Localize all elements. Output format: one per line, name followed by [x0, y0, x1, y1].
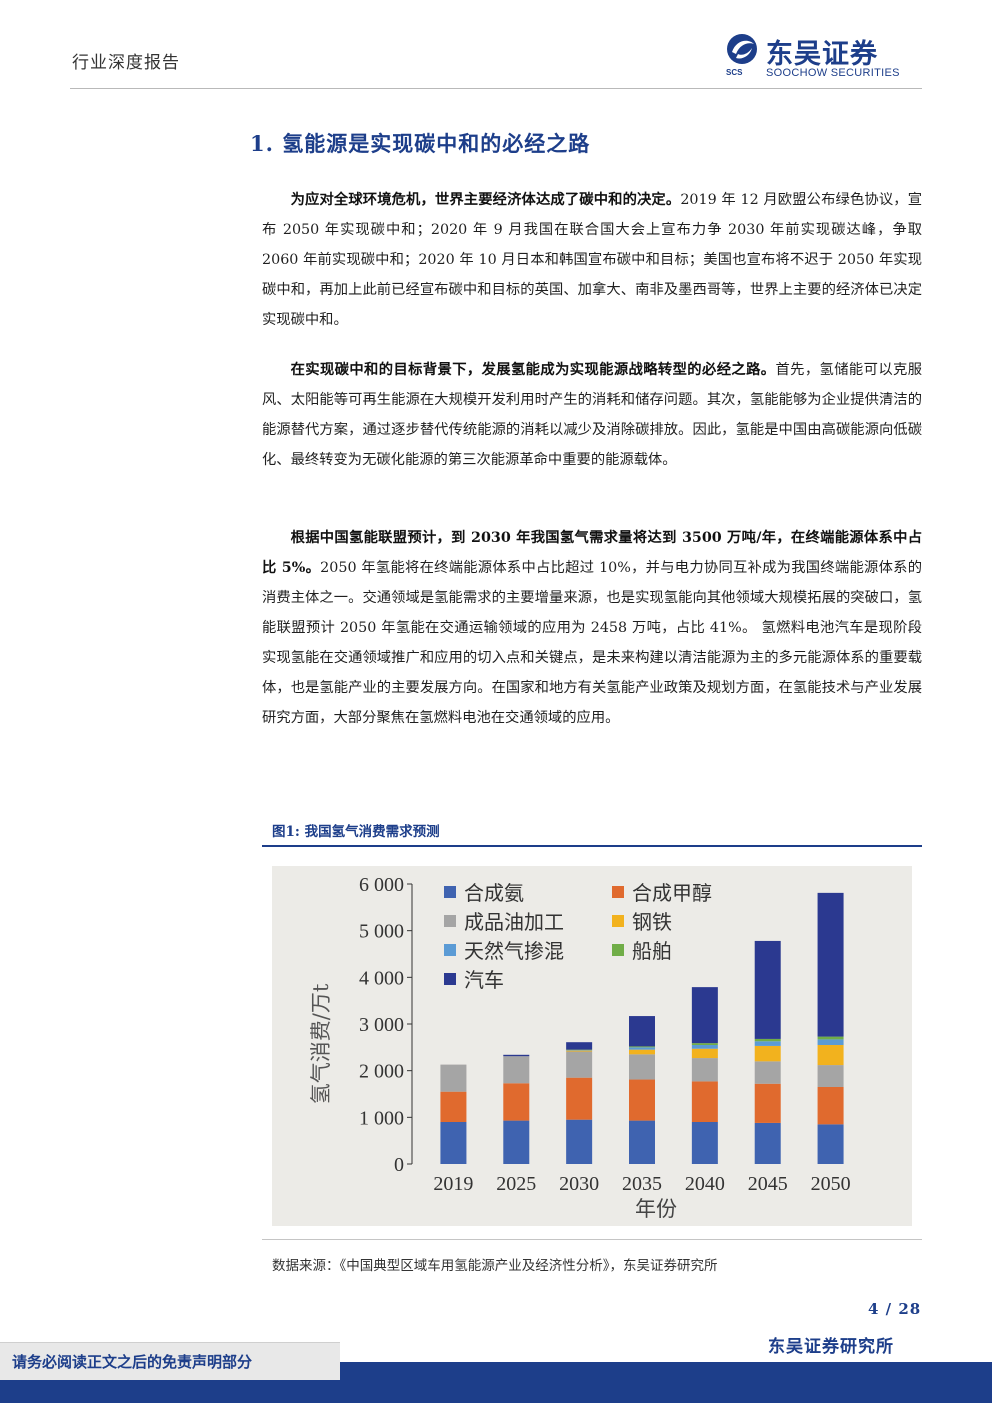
paragraph-lead: 根据中国氢能联盟预计，到 2030 年我国氢气需求量将达到 3500 万吨/年，… — [262, 530, 922, 576]
bar-segment — [503, 1083, 530, 1121]
bar-segment — [754, 1038, 781, 1042]
bar-segment — [566, 1050, 593, 1052]
x-tick-label: 2035 — [622, 1173, 662, 1195]
bar-segment — [629, 1120, 655, 1164]
legend-swatch — [444, 915, 456, 927]
bar-segment — [691, 987, 718, 1044]
stacked-bar-chart: 0 1 000 2 000 3 000 4 000 5 000 6 000 氢气消费/万t 20… — [309, 874, 851, 1221]
bar-segment — [440, 1122, 467, 1164]
hydrogen-demand-chart: 0 1 000 2 000 3 000 4 000 5 000 6 000 氢气消费/万t 20… — [272, 866, 912, 1226]
legend-label: 合成氨 — [464, 881, 524, 905]
page-number: 4 / 28 — [868, 1300, 922, 1318]
legend-swatch — [612, 944, 624, 956]
bar-segment — [503, 1054, 530, 1057]
company-logo: SCS 东吴证券 SOOCHOW SECURITIES — [722, 32, 922, 82]
bar-segment — [691, 1058, 718, 1082]
bar-segment — [440, 1064, 467, 1092]
logo-chinese-name: 东吴证券 — [766, 39, 878, 70]
bar-segment — [629, 1049, 655, 1055]
legend-swatch — [444, 973, 456, 985]
logo-english-name: SOOCHOW SECURITIES — [766, 67, 900, 79]
figure-source: 数据来源：《中国典型区域车用氢能源产业及经济性分析》，东吴证券研究所 — [272, 1258, 718, 1274]
legend-label: 成品油加工 — [464, 910, 564, 934]
bar-segment — [566, 1119, 593, 1164]
legend-label: 船舶 — [632, 939, 672, 963]
bar-segment — [566, 1077, 593, 1120]
bar-segment — [754, 1061, 781, 1084]
legend-swatch — [612, 886, 624, 898]
bar-segment — [754, 940, 781, 1039]
bar-segment — [817, 1065, 844, 1087]
y-tick-label: 2 000 — [359, 1061, 404, 1083]
bar-segment — [629, 1079, 655, 1121]
y-tick-label: 6 000 — [359, 874, 404, 896]
paragraph-lead: 在实现碳中和的目标背景下，发展氢能成为实现能源战略转型的必经之路。 — [290, 362, 776, 378]
legend-label: 钢铁 — [632, 910, 672, 934]
logo-abbreviation: SCS — [726, 68, 743, 77]
figure-title: 图1: 我国氢气消费需求预测 — [272, 824, 440, 840]
bar-segment — [629, 1016, 655, 1047]
legend-label: 合成甲醇 — [632, 881, 712, 905]
legend-swatch — [612, 915, 624, 927]
legend-label: 汽车 — [464, 968, 504, 992]
bar-segment — [817, 1036, 844, 1040]
bar-segment — [754, 1045, 781, 1062]
bar-segment — [817, 1045, 844, 1066]
x-tick-label: 2050 — [811, 1173, 851, 1195]
figure-title-rule — [262, 845, 922, 847]
legend-swatch — [444, 944, 456, 956]
y-tick-label: 1 000 — [359, 1107, 404, 1129]
logo-mark-icon — [727, 34, 757, 64]
y-tick-label: 4 000 — [359, 967, 404, 989]
legend-swatch — [444, 886, 456, 898]
bar-segment — [629, 1054, 655, 1080]
institute-name: 东吴证券研究所 — [768, 1337, 894, 1357]
x-tick-label: 2045 — [748, 1173, 788, 1195]
header-divider — [70, 88, 922, 89]
bar-segment — [754, 1041, 781, 1046]
bar-segment — [754, 1122, 781, 1164]
bar-segment — [440, 1091, 467, 1122]
figure-bottom-rule — [262, 1239, 922, 1240]
bar-segment — [691, 1043, 718, 1045]
paragraph-body: 2019 年 12 月欧盟公布绿色协议，宣布 2050 年实现碳中和；2020 … — [262, 192, 922, 328]
report-type-label: 行业深度报告 — [72, 53, 180, 73]
bar-segment — [817, 1039, 844, 1045]
y-axis-title: 氢气消费/万t — [309, 983, 333, 1104]
bar-segment — [691, 1122, 718, 1164]
paragraph-carbon-neutral-commitments: 为应对全球环境危机，世界主要经济体达成了碳中和的决定。2019 年 12 月欧盟… — [262, 185, 922, 335]
x-tick-label: 2040 — [685, 1173, 725, 1195]
paragraph-hydrogen-demand-forecast: 根据中国氢能联盟预计，到 2030 年我国氢气需求量将达到 3500 万吨/年，… — [262, 523, 922, 733]
disclaimer-tab: 请务必阅读正文之后的免责声明部分 — [0, 1342, 340, 1380]
bar-segment — [503, 1056, 530, 1084]
bar-segment — [566, 1051, 593, 1078]
paragraph-lead: 为应对全球环境危机，世界主要经济体达成了碳中和的决定。 — [290, 192, 681, 208]
y-tick-label: 0 — [394, 1154, 404, 1176]
bar-segment — [503, 1120, 530, 1164]
x-tick-label: 2025 — [496, 1173, 536, 1195]
bar-segment — [566, 1042, 593, 1050]
disclaimer-text: 请务必阅读正文之后的免责声明部分 — [12, 1353, 253, 1371]
bar-segment — [691, 1081, 718, 1122]
section-title: 1. 氢能源是实现碳中和的必经之路 — [250, 131, 591, 156]
legend-label: 天然气掺混 — [464, 939, 564, 963]
bar-segment — [817, 1087, 844, 1125]
bar-segment — [691, 1045, 718, 1049]
paragraph-body: 2050 年氢能将在终端能源体系中占比超过 10%，并与电力协同互补成为我国终端… — [262, 560, 923, 726]
bar-segment — [629, 1046, 655, 1048]
x-tick-label: 2019 — [433, 1173, 473, 1195]
x-tick-label: 2030 — [559, 1173, 599, 1195]
bar-segment — [629, 1047, 655, 1050]
paragraph-body: 首先，氢储能可以克服风、太阳能等可再生能源在大规模开发利用时产生的消耗和储存问题… — [262, 362, 923, 468]
y-tick-label: 5 000 — [359, 921, 404, 943]
y-tick-label: 3 000 — [359, 1014, 404, 1036]
bar-segment — [817, 1124, 844, 1164]
bar-segment — [691, 1048, 718, 1059]
bar-segment — [817, 892, 844, 1037]
paragraph-hydrogen-transition: 在实现碳中和的目标背景下，发展氢能成为实现能源战略转型的必经之路。首先，氢储能可… — [262, 355, 922, 475]
bar-segment — [754, 1083, 781, 1123]
x-axis-title: 年份 — [635, 1197, 677, 1221]
